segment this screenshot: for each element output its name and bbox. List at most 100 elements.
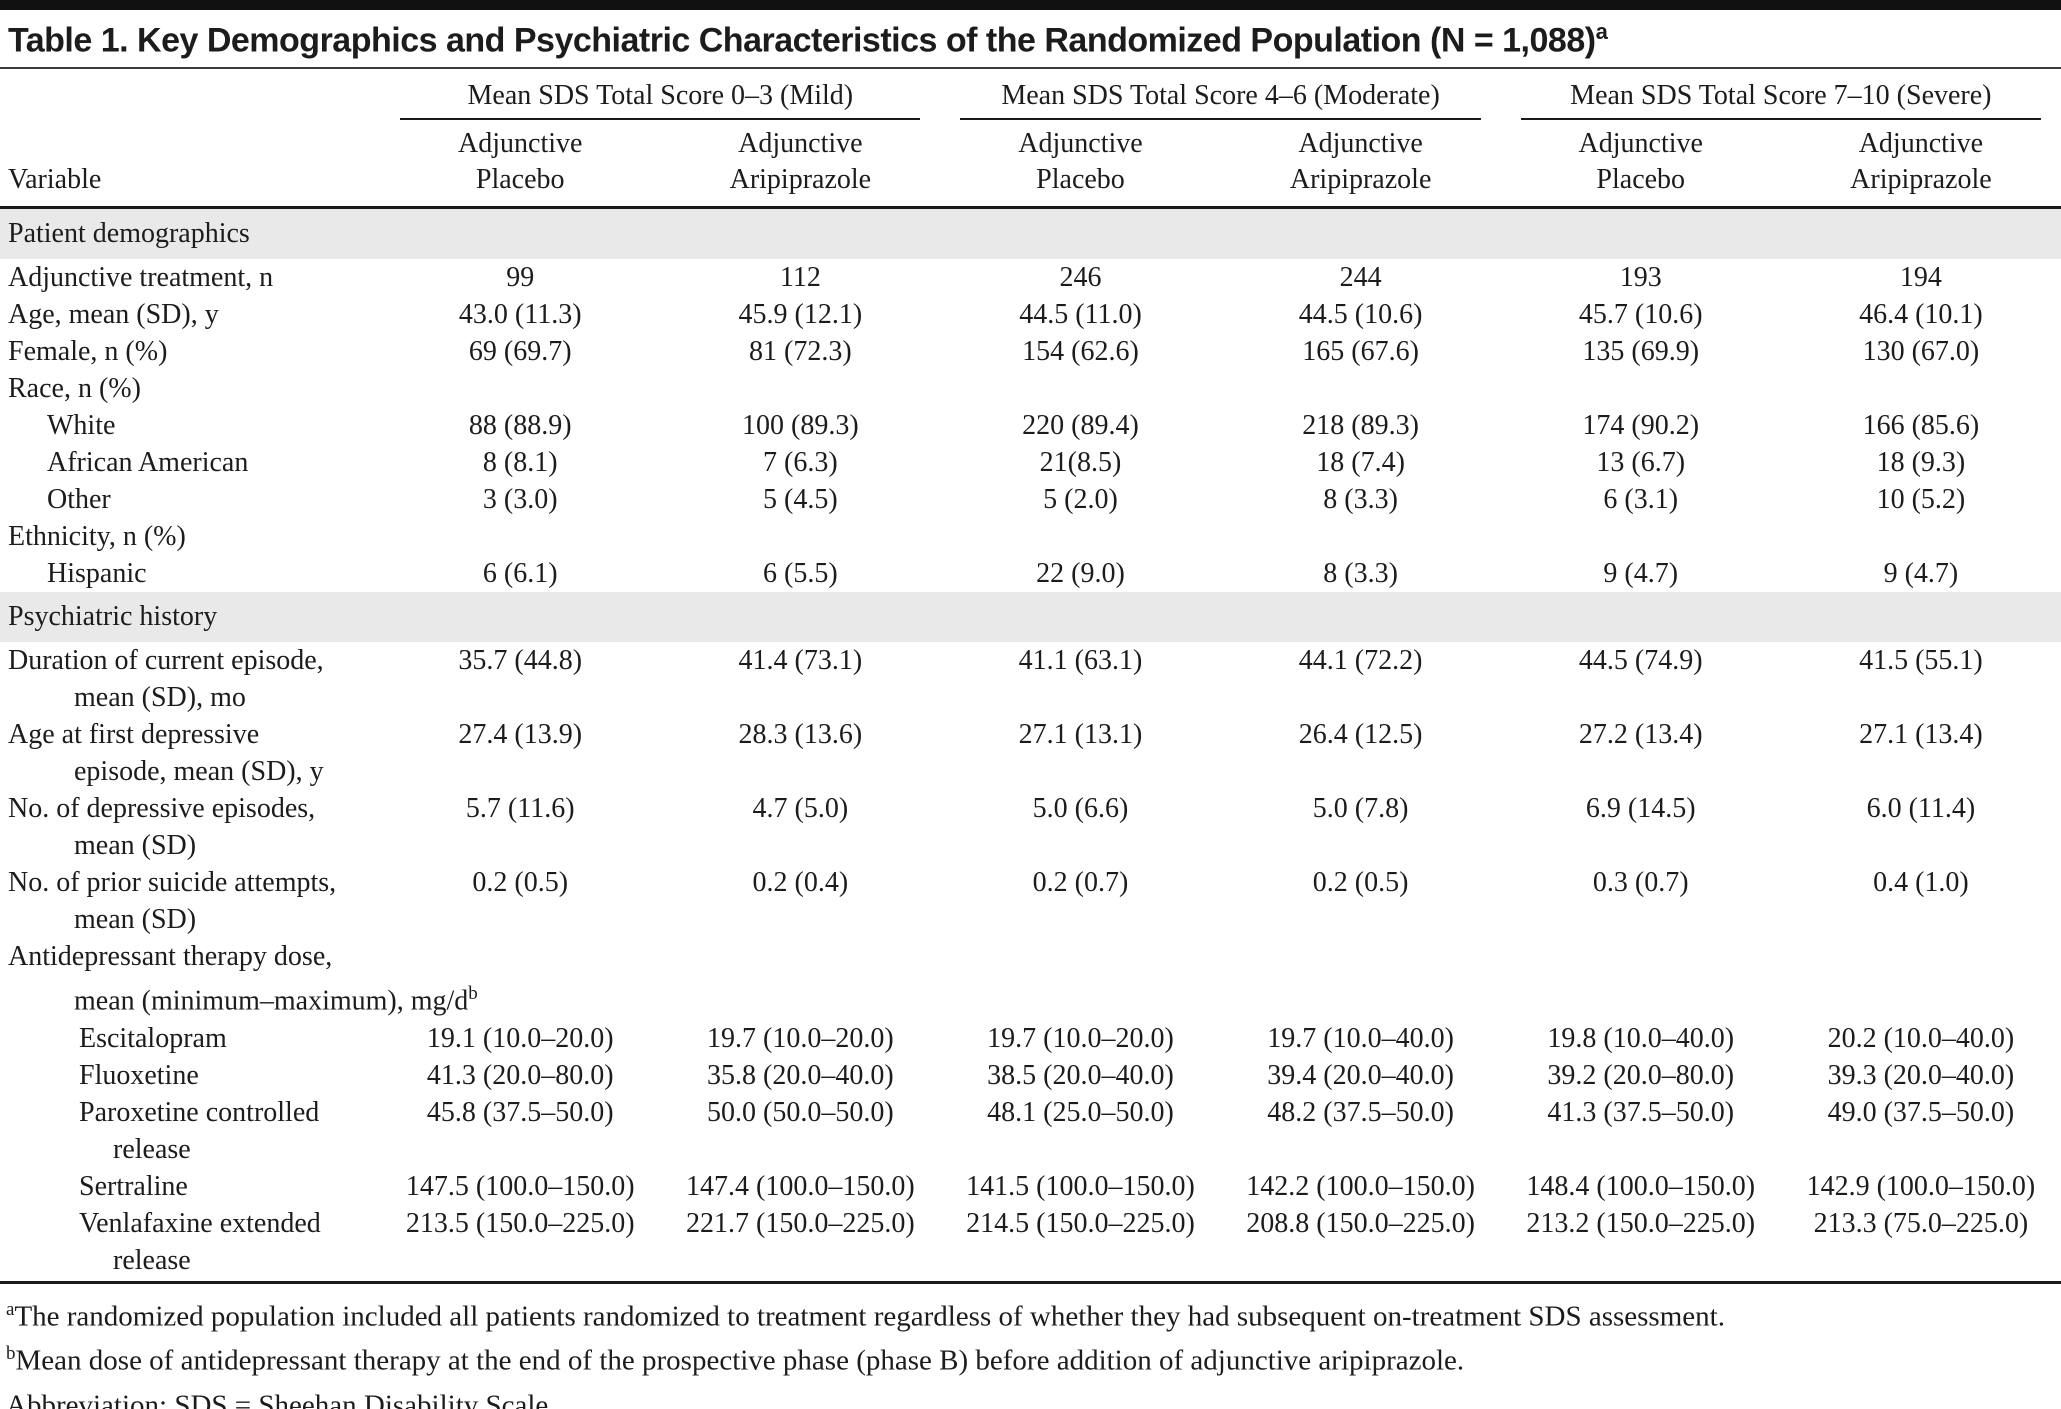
cell-value: 27.1 (13.1) [1018,719,1143,751]
variable-column-header: Variable [0,120,381,210]
cell-value: 3 (3.0) [482,484,558,516]
table-row: Other 3 (3.0) 5 (4.5) 5 (2.0) 8 (3.3) 6 (3.1)… [0,481,2061,518]
cell-value: 193 [1619,262,1662,294]
cell-value: 27.1 (13.4) [1859,719,1983,751]
cell-value: 44.1 (72.2) [1298,645,1423,677]
cell-value: 44.5 (10.6) [1298,299,1423,331]
table-row: No. of depressive episodes, mean (SD) 5.7 … [0,790,2061,864]
cell-value [1221,518,1501,555]
cell-value: 5.0 (7.8) [1312,793,1409,825]
section-row: Psychiatric history [0,592,2061,643]
table-title-footnote-marker: a [1595,19,1608,44]
row-label: Venlafaxine extended release [79,1207,321,1276]
cell-value: 18 (7.4) [1316,447,1405,479]
cell-value: 21(8.5) [1039,447,1122,479]
table-row: Adjunctive treatment, n 99 112 246 244 193 194 [0,259,2061,296]
cell-value: 88 (88.9) [468,410,572,442]
row-label: Fluoxetine [79,1059,199,1091]
cell-value: 27.2 (13.4) [1578,719,1703,751]
cell-value: 44.5 (74.9) [1578,645,1703,677]
cell-value: 27.4 (13.9) [458,719,583,751]
footnotes: aThe randomized population included all … [0,1280,2061,1409]
cell-value: 246 [1059,262,1102,294]
footnote-b: bMean dose of antidepressant therapy at … [6,1343,1465,1377]
table-row: Hispanic 6 (6.1) 6 (5.5) 22 (9.0) 8 (3.3) 9 (… [0,555,2061,592]
cell-value: 8 (3.3) [1323,558,1398,590]
table-row: Race, n (%) [0,370,2061,407]
group-header-moderate-label: Mean SDS Total Score 4–6 (Moderate) [960,77,1481,121]
table-row: Female, n (%) 69 (69.7) 81 (72.3) 154 (62.6… [0,333,2061,370]
row-label: Duration of current episode, mean (SD), m… [8,645,324,714]
table-row: Ethnicity, n (%) [0,518,2061,555]
table-row: No. of prior suicide attempts, mean (SD) 0… [0,864,2061,938]
cell-value: 0.3 (0.7) [1592,867,1689,899]
subheader-severe-aripiprazole: Adjunctive Aripiprazole [1780,120,2061,210]
group-header-mild: Mean SDS Total Score 0–3 (Mild) [380,69,940,121]
table-body: Patient demographics Adjunctive treatment… [0,207,2061,1279]
row-label: Antidepressant therapy dose, mean (minimu… [8,941,478,1017]
cell-value: 0.2 (0.5) [1312,867,1409,899]
cell-value: 49.0 (37.5–50.0) [1827,1096,2015,1128]
cell-value: 6 (6.1) [482,558,558,590]
cell-value: 148.4 (100.0–150.0) [1526,1170,1756,1202]
cell-value: 147.4 (100.0–150.0) [686,1170,915,1202]
row-label: Adjunctive treatment, n [8,262,274,294]
cell-value: 20.2 (10.0–40.0) [1827,1022,2015,1054]
cell-value: 5.7 (11.6) [465,793,575,825]
empty-corner-cell [0,69,380,120]
cell-value [1221,370,1501,407]
subheader-severe-placebo: Adjunctive Placebo [1500,120,1781,210]
cell-value [1221,938,1501,1019]
cell-value: 221.7 (150.0–225.0) [686,1207,915,1239]
subheader-moderate-placebo: Adjunctive Placebo [940,120,1221,210]
cell-value: 69 (69.7) [468,336,572,368]
cell-value: 39.2 (20.0–80.0) [1547,1059,1735,1091]
cell-value: 142.2 (100.0–150.0) [1246,1170,1475,1202]
cell-value: 194 [1899,262,1942,294]
cell-value: 48.2 (37.5–50.0) [1267,1096,1454,1128]
cell-value [660,938,940,1019]
table-row: Escitalopram 19.1 (10.0–20.0) 19.7 (10.0–2… [0,1020,2061,1057]
cell-value: 41.3 (20.0–80.0) [426,1059,614,1091]
row-label: African American [47,447,249,479]
cell-value: 45.8 (37.5–50.0) [426,1096,614,1128]
cell-value: 6.0 (11.4) [1866,793,1976,825]
cell-value: 6.9 (14.5) [1585,793,1696,825]
row-label: Age at first depressive episode, mean (SD… [8,719,324,788]
cell-value [940,518,1220,555]
cell-value: 9 (4.7) [1883,558,1959,590]
cell-value [1781,370,2061,407]
table-row: African American 8 (8.1) 7 (6.3) 21(8.5) 18 … [0,444,2061,481]
table-row: Duration of current episode, mean (SD), m… [0,642,2061,716]
cell-value: 19.7 (10.0–40.0) [1267,1022,1454,1054]
cell-value: 99 [506,262,535,294]
cell-value [940,370,1220,407]
cell-value [380,370,660,407]
cell-value: 13 (6.7) [1596,447,1686,479]
cell-value: 10 (5.2) [1876,484,1966,516]
cell-value: 213.3 (75.0–225.0) [1813,1207,2029,1239]
cell-value: 220 (89.4) [1022,410,1139,442]
cell-value: 0.2 (0.7) [1032,867,1129,899]
cell-value: 130 (67.0) [1862,336,1980,368]
demographics-table: Mean SDS Total Score 0–3 (Mild) Mean SDS… [0,69,2061,1278]
cell-value: 214.5 (150.0–225.0) [966,1207,1195,1239]
cell-value [1501,938,1781,1019]
cell-value: 43.0 (11.3) [458,299,582,331]
cell-value: 19.7 (10.0–20.0) [987,1022,1174,1054]
column-subheader-row: Variable Adjunctive Placebo Adjunctive Ari… [0,120,2061,210]
cell-value: 22 (9.0) [1036,558,1125,590]
cell-value: 8 (8.1) [482,447,558,479]
footnote-abbreviation: Abbreviation: SDS = Sheehan Disability S… [6,1389,556,1409]
cell-value: 41.1 (63.1) [1018,645,1143,677]
table-row: White 88 (88.9) 100 (89.3) 220 (89.4) 218 (8… [0,407,2061,444]
cell-value: 165 (67.6) [1302,336,1419,368]
footnote-a: aThe randomized population included all … [6,1298,1725,1333]
cell-value [660,518,940,555]
cell-value: 26.4 (12.5) [1298,719,1423,751]
cell-value: 154 (62.6) [1022,336,1139,368]
footnote-marker: b [468,983,478,1005]
cell-value: 7 (6.3) [763,447,838,479]
cell-value: 50.0 (50.0–50.0) [707,1096,894,1128]
cell-value: 244 [1339,262,1382,294]
